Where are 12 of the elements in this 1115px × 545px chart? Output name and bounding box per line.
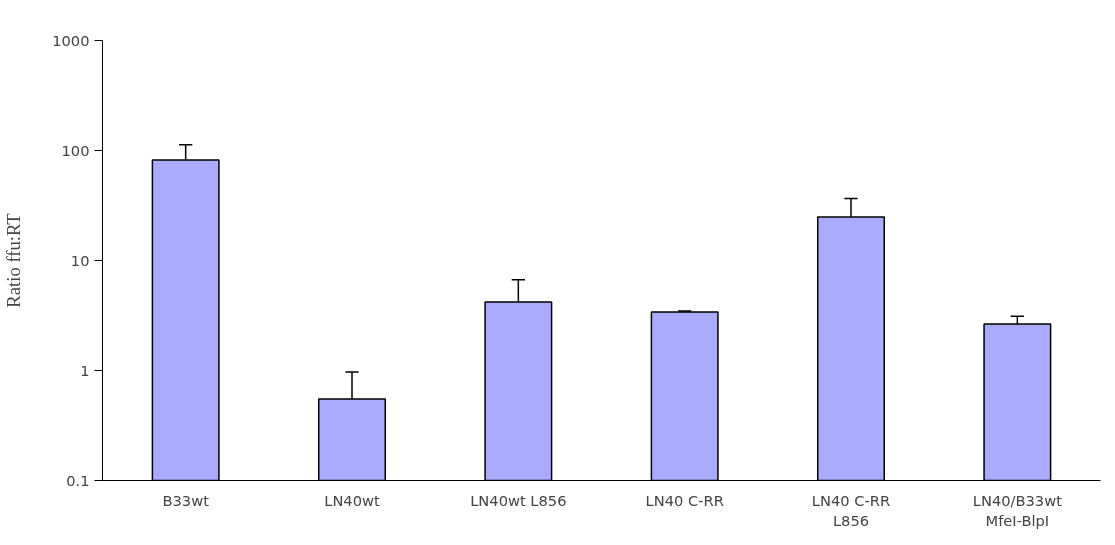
y-tick-label: 0.1 (66, 471, 90, 489)
x-tick-label: LN40 C-RR L856 (811, 491, 891, 529)
x-tick-label: LN40wt (324, 491, 381, 509)
x-tick-label: LN40wt L856 (470, 491, 567, 509)
y-axis-title: Ratio ffu:RT (3, 212, 25, 308)
x-tick-label: LN40/B33wt MfeI-BlpI (972, 491, 1063, 529)
y-tick-label: 100 (61, 141, 90, 159)
x-tick-label: LN40 C-RR (645, 491, 724, 509)
y-tick-label: 1 (80, 361, 90, 379)
y-tick-label: 10 (70, 251, 90, 269)
x-tick-label: B33wt (162, 491, 210, 509)
y-tick-label: 1000 (52, 31, 90, 49)
